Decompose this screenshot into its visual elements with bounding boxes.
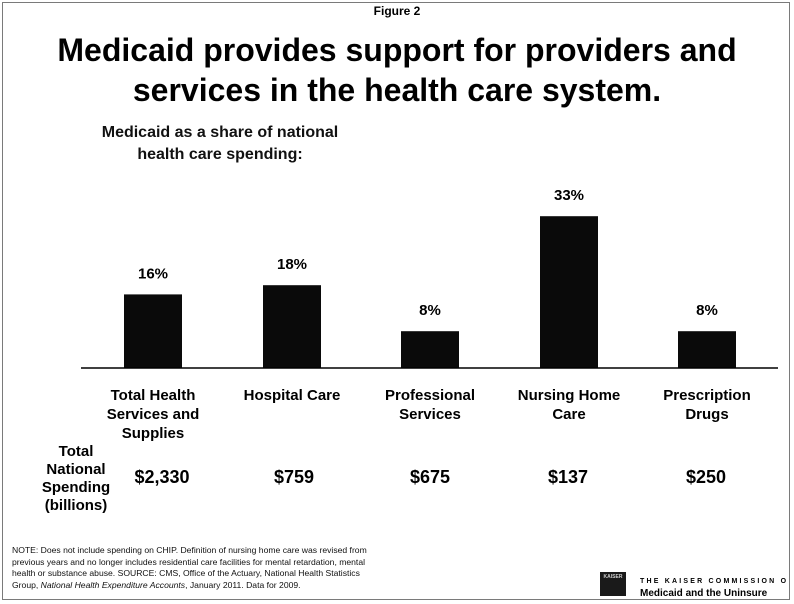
spending-value: $675 [409,467,451,487]
category-label: Prescription [663,387,751,404]
title-line-2: services in the health care system. [132,72,662,108]
chart-subtitle: Medicaid as a share of national health c… [60,122,380,166]
note-line-3: health or substance abuse. SOURCE: CMS, … [12,568,360,578]
logo-organization-line: THE KAISER COMMISSION O [640,578,789,585]
spending-value: $2,330 [134,467,190,487]
bar [401,331,459,368]
note-line-4: Group, National Health Expenditure Accou… [12,580,552,592]
title-line-1: Medicaid provides support for providers … [57,32,737,68]
subtitle-line-1: Medicaid as a share of national [101,124,339,141]
logo-name-line: Medicaid and the Uninsure [640,588,768,599]
spending-label-line: Total [58,443,94,460]
chart-title: Medicaid provides support for providers … [0,30,794,110]
category-label: Care [552,406,585,423]
bar-value-label: 16% [138,265,168,282]
category-label: Services and [107,406,200,423]
spending-label-line: National [46,461,106,478]
kaiser-logo-mark: KAISER [600,572,626,596]
bar [540,216,598,368]
bar-value-label: 8% [696,302,718,319]
bar-value-label: 8% [419,302,441,319]
note-publication-title: National Health Expenditure Accounts [40,579,186,590]
note-line-1: NOTE: Does not include spending on CHIP.… [12,545,367,555]
spending-row-label: Total National Spending (billions) [30,443,122,515]
source-note: NOTE: Does not include spending on CHIP.… [12,545,552,591]
spending-label-line: Spending [41,479,111,496]
spending-value: $137 [547,467,589,487]
spending-value: $759 [273,467,315,487]
category-label: Professional [385,387,475,404]
spending-value: $250 [685,467,727,487]
bar [124,294,182,368]
logo-mark-text: KAISER [603,574,623,580]
note-line-2: previous years and no longer includes re… [12,556,366,567]
bar [263,285,321,368]
category-labels-group: Total Health Services and Supplies Hospital… [107,387,751,442]
category-label: Total Health [111,387,196,404]
bar-value-label: 18% [277,256,307,273]
bars-group [124,216,736,368]
note-line-4-start: Group, [12,579,41,590]
spending-label-line: (billions) [44,497,108,514]
category-label: Nursing Home [518,387,621,404]
note-line-4-end: , January 2011. Data for 2009. [185,579,301,590]
bar [678,331,736,368]
value-labels-group: 16% 18% 8% 33% 8% [138,187,718,319]
bar-value-label: 33% [554,187,584,204]
figure-label: Figure 2 [373,4,421,18]
category-label: Supplies [122,425,185,442]
category-label: Services [399,406,461,423]
category-label: Hospital Care [244,387,341,404]
subtitle-line-2: health care spending: [137,146,303,163]
category-label: Drugs [685,406,728,423]
